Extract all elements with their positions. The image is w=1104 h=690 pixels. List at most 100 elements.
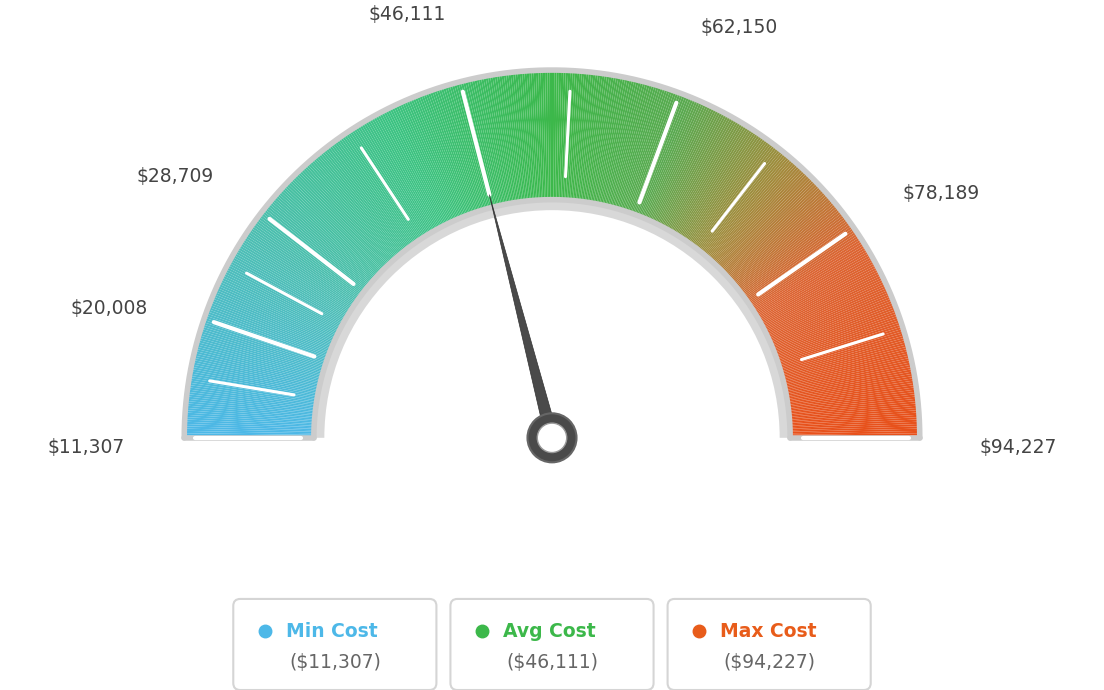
Wedge shape xyxy=(734,201,836,286)
Wedge shape xyxy=(562,70,571,200)
Wedge shape xyxy=(192,357,319,387)
Wedge shape xyxy=(383,110,444,226)
Wedge shape xyxy=(676,124,745,235)
Wedge shape xyxy=(361,122,429,235)
Wedge shape xyxy=(221,275,339,334)
Text: $78,189: $78,189 xyxy=(903,184,980,204)
Wedge shape xyxy=(645,99,698,219)
Wedge shape xyxy=(304,165,392,262)
Wedge shape xyxy=(669,118,735,231)
Wedge shape xyxy=(224,269,340,330)
Wedge shape xyxy=(553,70,556,199)
Wedge shape xyxy=(713,166,803,263)
Wedge shape xyxy=(698,147,779,250)
Wedge shape xyxy=(499,74,519,202)
Wedge shape xyxy=(257,216,362,295)
Wedge shape xyxy=(217,284,336,339)
Wedge shape xyxy=(641,97,692,217)
Text: Max Cost: Max Cost xyxy=(720,622,817,641)
Wedge shape xyxy=(783,348,910,382)
Wedge shape xyxy=(284,184,380,275)
Wedge shape xyxy=(187,394,316,411)
Wedge shape xyxy=(195,346,321,380)
Wedge shape xyxy=(400,102,455,221)
Wedge shape xyxy=(766,277,884,335)
Wedge shape xyxy=(402,101,456,220)
Wedge shape xyxy=(278,191,375,279)
Wedge shape xyxy=(438,88,480,211)
Text: ($46,111): ($46,111) xyxy=(506,653,598,673)
Wedge shape xyxy=(755,246,868,315)
Wedge shape xyxy=(769,290,890,343)
Wedge shape xyxy=(730,193,828,280)
Wedge shape xyxy=(460,81,495,207)
Wedge shape xyxy=(691,139,768,245)
Wedge shape xyxy=(467,79,499,206)
Wedge shape xyxy=(237,245,349,314)
Wedge shape xyxy=(769,288,889,342)
Wedge shape xyxy=(771,292,891,344)
Wedge shape xyxy=(788,394,917,411)
Wedge shape xyxy=(510,72,527,201)
Wedge shape xyxy=(209,304,330,353)
Wedge shape xyxy=(746,226,853,302)
Wedge shape xyxy=(355,126,426,237)
Wedge shape xyxy=(411,97,461,218)
Wedge shape xyxy=(555,70,559,199)
Wedge shape xyxy=(634,92,681,215)
Wedge shape xyxy=(577,72,594,201)
Wedge shape xyxy=(785,357,912,387)
Wedge shape xyxy=(190,371,318,396)
Wedge shape xyxy=(603,79,633,206)
Wedge shape xyxy=(469,79,500,206)
Wedge shape xyxy=(619,86,659,210)
Wedge shape xyxy=(731,195,829,282)
Wedge shape xyxy=(191,366,318,393)
Wedge shape xyxy=(199,335,323,373)
Wedge shape xyxy=(626,88,668,212)
Wedge shape xyxy=(788,387,916,406)
Wedge shape xyxy=(762,265,878,327)
Wedge shape xyxy=(220,279,337,337)
Wedge shape xyxy=(379,112,442,228)
Wedge shape xyxy=(670,119,737,232)
Wedge shape xyxy=(397,103,454,221)
Wedge shape xyxy=(184,428,314,433)
Wedge shape xyxy=(535,70,543,200)
Wedge shape xyxy=(773,298,893,348)
Wedge shape xyxy=(788,396,917,413)
Wedge shape xyxy=(371,117,436,230)
Wedge shape xyxy=(306,164,393,261)
Wedge shape xyxy=(316,155,400,255)
Wedge shape xyxy=(193,353,320,384)
Wedge shape xyxy=(617,84,655,209)
Wedge shape xyxy=(743,218,848,297)
Wedge shape xyxy=(714,168,804,264)
Wedge shape xyxy=(518,72,531,201)
Wedge shape xyxy=(234,250,347,318)
Wedge shape xyxy=(787,382,916,404)
Wedge shape xyxy=(633,92,679,214)
Wedge shape xyxy=(707,157,792,257)
Wedge shape xyxy=(297,171,388,266)
Wedge shape xyxy=(447,85,486,210)
Wedge shape xyxy=(665,113,728,228)
Wedge shape xyxy=(666,115,729,229)
Wedge shape xyxy=(702,153,786,255)
Wedge shape xyxy=(456,82,491,208)
Wedge shape xyxy=(757,250,870,318)
Wedge shape xyxy=(572,71,584,201)
Wedge shape xyxy=(785,360,912,388)
Wedge shape xyxy=(754,243,864,313)
Wedge shape xyxy=(767,279,884,337)
Wedge shape xyxy=(767,282,885,338)
Wedge shape xyxy=(742,216,847,295)
Wedge shape xyxy=(784,355,911,386)
Wedge shape xyxy=(184,415,315,424)
Wedge shape xyxy=(644,99,696,219)
Wedge shape xyxy=(314,156,399,256)
Wedge shape xyxy=(787,380,915,402)
Wedge shape xyxy=(204,317,327,362)
Wedge shape xyxy=(596,77,623,204)
Wedge shape xyxy=(789,415,920,424)
